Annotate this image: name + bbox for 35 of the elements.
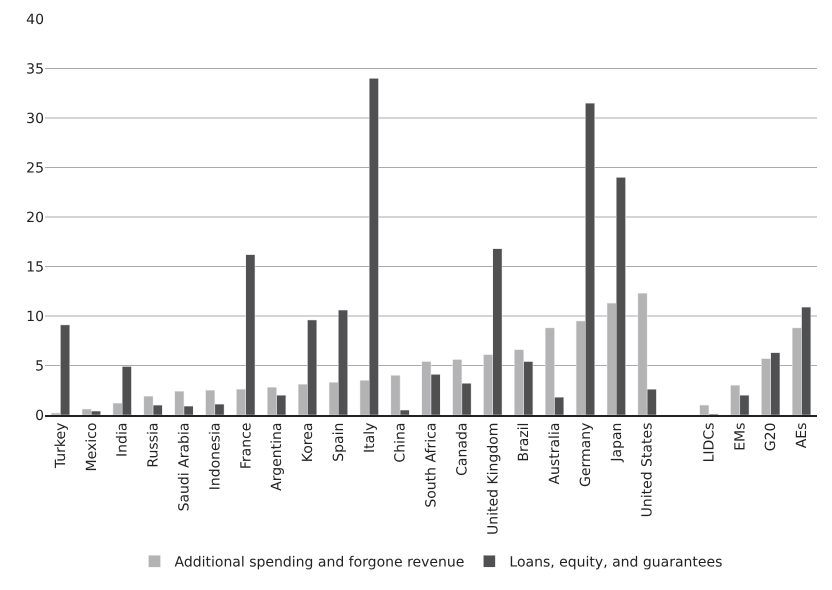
y-tick-label: 35 [26,61,44,78]
x-tick-label: Turkey [52,422,69,470]
y-tick-label: 20 [26,210,44,226]
x-tick-label: EMs [732,422,748,451]
x-tick-label: LIDCs [701,422,718,462]
x-tick-label: South Africa [424,422,440,508]
y-tick-label: 0 [35,408,44,424]
y-tick-label: 30 [26,110,44,127]
x-tick-label: United States [640,422,656,518]
x-tick-label: Mexico [84,422,100,472]
x-tick-label: Spain [330,422,347,462]
x-tick-label: Germany [578,422,594,487]
x-tick-label: Australia [547,422,564,485]
x-tick-label: G20 [763,422,780,452]
x-tick-label: Russia [146,422,162,468]
x-tick-label: Korea [300,422,316,462]
x-tick-label: China [392,422,409,463]
x-tick-label: AEs [794,422,810,448]
x-tick-label: Brazil [516,422,532,462]
y-tick-label: 25 [26,160,44,176]
legend-label: Additional spending and forgone revenue [174,554,464,571]
y-tick-label: 10 [26,308,44,325]
y-tick-label: 5 [35,358,44,374]
x-tick-label: Indonesia [207,422,224,490]
x-tick-label: Italy [362,422,378,453]
x-tick-label: Saudi Arabia [176,422,193,512]
legend-label: Loans, equity, and guarantees [509,554,722,571]
x-tick-label: Canada [454,422,470,476]
x-tick-label: Japan [608,422,625,463]
x-tick-label: India [114,422,131,457]
x-tick-label: Argentina [269,422,286,491]
y-tick-label: 15 [26,259,44,276]
y-tick-label: 40 [26,12,44,28]
x-tick-label: France [238,422,254,470]
x-tick-label: United Kingdom [485,422,502,535]
